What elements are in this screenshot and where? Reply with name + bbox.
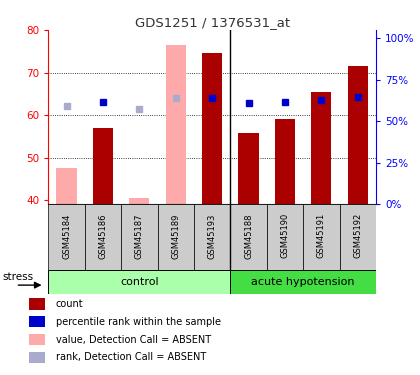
- Text: control: control: [120, 277, 159, 287]
- Bar: [129, 198, 150, 204]
- Text: GSM45193: GSM45193: [207, 213, 217, 259]
- Text: GSM45186: GSM45186: [98, 213, 108, 259]
- Text: GSM45184: GSM45184: [62, 213, 71, 259]
- FancyBboxPatch shape: [158, 204, 194, 270]
- Text: GSM45190: GSM45190: [281, 213, 289, 258]
- Text: count: count: [56, 299, 84, 309]
- FancyBboxPatch shape: [85, 204, 121, 270]
- Text: acute hypotension: acute hypotension: [251, 277, 355, 287]
- Bar: [29, 352, 45, 363]
- FancyBboxPatch shape: [339, 204, 376, 270]
- FancyBboxPatch shape: [267, 204, 303, 270]
- Bar: [29, 334, 45, 345]
- Bar: [57, 168, 76, 204]
- Bar: [239, 133, 259, 204]
- Bar: [29, 298, 45, 310]
- FancyBboxPatch shape: [48, 204, 85, 270]
- Text: value, Detection Call = ABSENT: value, Detection Call = ABSENT: [56, 334, 211, 345]
- Text: GSM45191: GSM45191: [317, 213, 326, 258]
- FancyBboxPatch shape: [230, 204, 267, 270]
- Bar: [348, 66, 368, 204]
- Bar: [311, 92, 331, 204]
- FancyBboxPatch shape: [194, 204, 230, 270]
- Title: GDS1251 / 1376531_at: GDS1251 / 1376531_at: [134, 16, 290, 29]
- Text: GSM45188: GSM45188: [244, 213, 253, 259]
- Text: GSM45189: GSM45189: [171, 213, 180, 259]
- Bar: [165, 45, 186, 204]
- Text: GSM45187: GSM45187: [135, 213, 144, 259]
- Text: rank, Detection Call = ABSENT: rank, Detection Call = ABSENT: [56, 352, 206, 362]
- Text: GSM45192: GSM45192: [353, 213, 362, 258]
- Bar: [275, 119, 295, 204]
- Text: stress: stress: [3, 272, 34, 282]
- FancyBboxPatch shape: [121, 204, 158, 270]
- Text: percentile rank within the sample: percentile rank within the sample: [56, 317, 221, 327]
- FancyBboxPatch shape: [230, 270, 376, 294]
- Bar: [93, 128, 113, 204]
- FancyBboxPatch shape: [303, 204, 339, 270]
- FancyBboxPatch shape: [48, 270, 230, 294]
- Bar: [202, 53, 222, 204]
- Bar: [29, 316, 45, 327]
